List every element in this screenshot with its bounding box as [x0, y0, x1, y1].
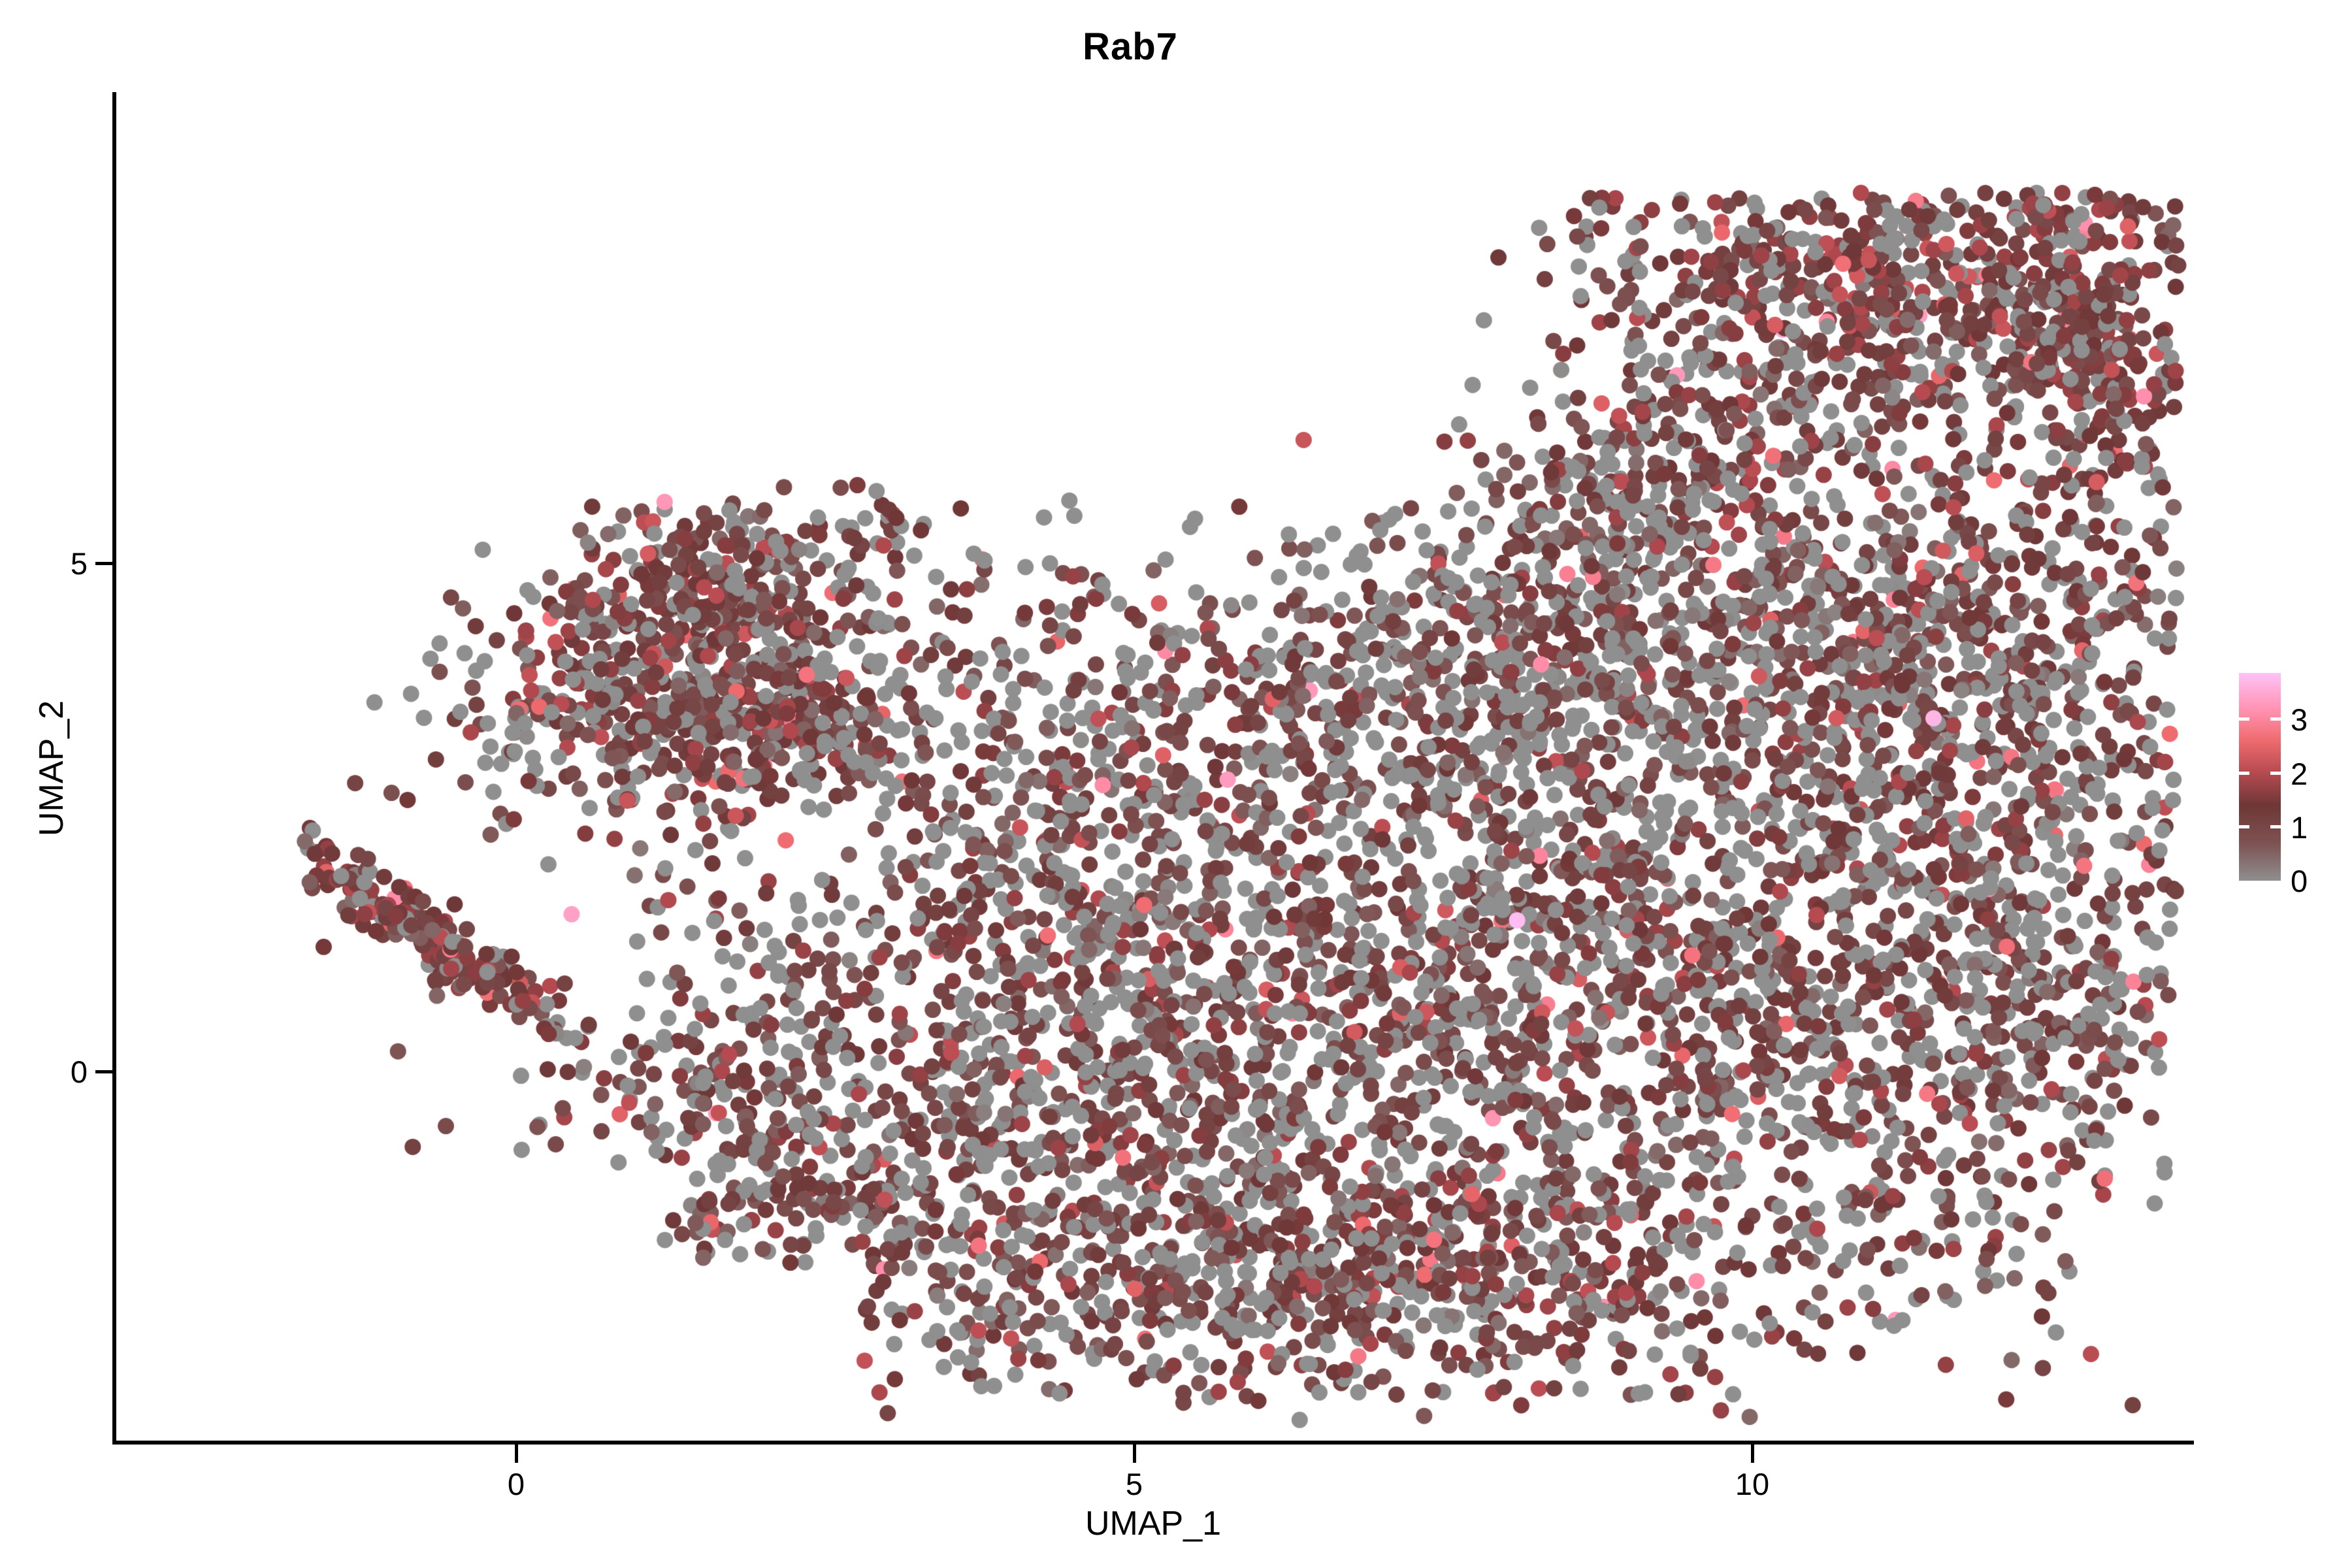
y-axis-title: UMAP_2: [33, 700, 71, 837]
x-axis-line: [112, 1441, 2194, 1445]
y-tick-mark: [95, 1070, 114, 1073]
colorbar-tick: [2270, 772, 2281, 775]
colorbar-tick: [2239, 825, 2249, 828]
colorbar-gradient: [2239, 673, 2281, 881]
colorbar-label: 2: [2291, 757, 2308, 791]
colorbar-label: 0: [2291, 864, 2308, 898]
y-tick-mark: [95, 562, 114, 565]
x-tick-label: 10: [1735, 1467, 1770, 1501]
y-tick-label: 5: [70, 546, 88, 581]
x-axis-title: UMAP_1: [1085, 1505, 1222, 1543]
colorbar-tick: [2270, 825, 2281, 828]
y-axis-line: [112, 92, 116, 1445]
plot-title: Rab7: [1083, 25, 1178, 68]
colorbar-tick: [2270, 717, 2281, 721]
y-tick-label: 0: [70, 1054, 88, 1089]
colorbar-tick: [2239, 717, 2249, 721]
colorbar-tick: [2239, 772, 2249, 775]
colorbar-label: 3: [2291, 702, 2308, 737]
x-tick-mark: [515, 1445, 518, 1463]
colorbar-label: 1: [2291, 810, 2308, 845]
x-tick-mark: [1751, 1445, 1754, 1463]
x-tick-label: 0: [507, 1467, 525, 1501]
x-tick-label: 5: [1125, 1467, 1143, 1501]
x-tick-mark: [1133, 1445, 1136, 1463]
